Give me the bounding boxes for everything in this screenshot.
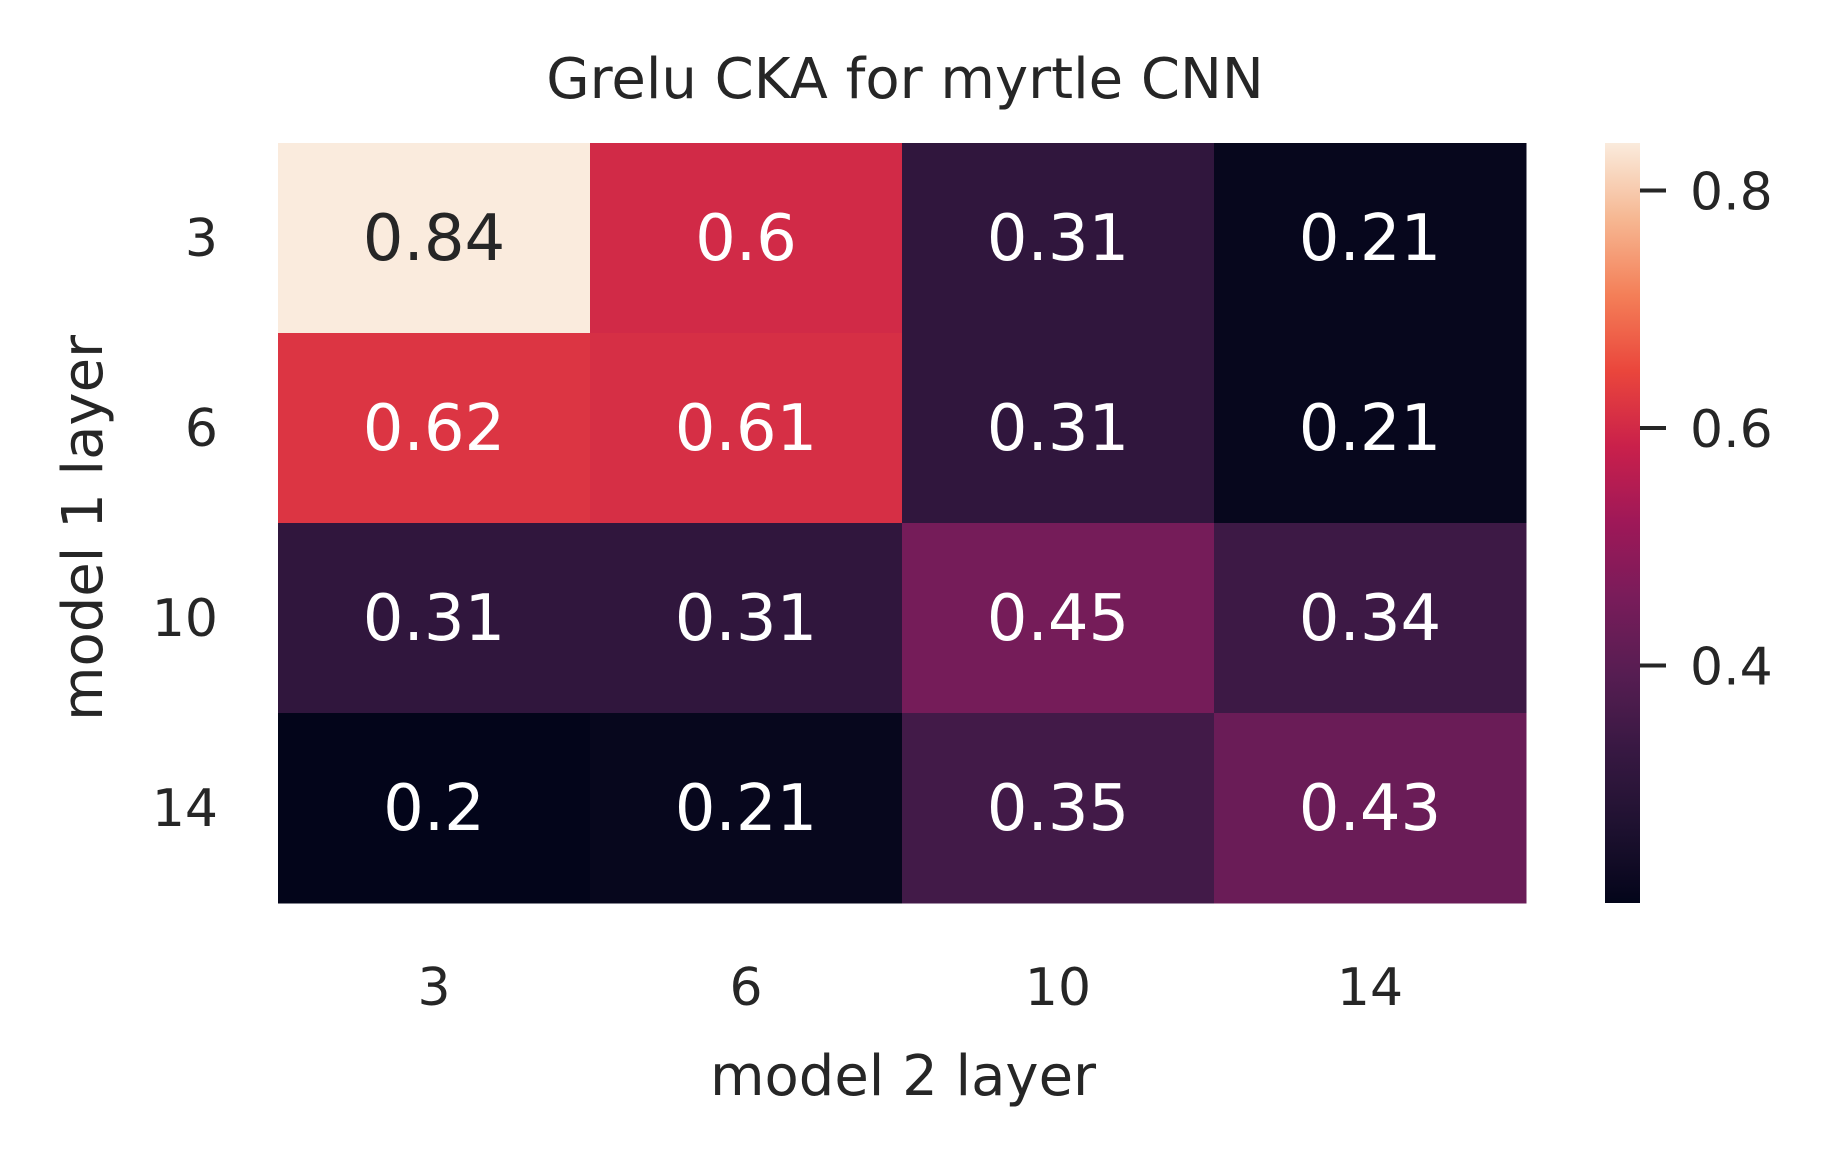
y-tick-label: 6 bbox=[185, 399, 218, 459]
heatmap-cell bbox=[902, 713, 1215, 904]
cell-annotation: 0.31 bbox=[987, 202, 1130, 276]
heatmap-cell bbox=[902, 523, 1215, 714]
cell-annotation: 0.2 bbox=[383, 772, 485, 846]
heatmap-cells bbox=[278, 143, 1527, 904]
cell-annotation: 0.21 bbox=[1299, 392, 1442, 466]
x-tick-label: 14 bbox=[1337, 958, 1403, 1018]
heatmap-cell bbox=[1214, 713, 1527, 904]
heatmap-cell bbox=[590, 333, 903, 524]
heatmap-cell bbox=[278, 143, 591, 334]
cell-annotation: 0.43 bbox=[1299, 772, 1442, 846]
cell-annotation: 0.84 bbox=[363, 202, 506, 276]
heatmap-cell bbox=[590, 523, 903, 714]
cell-annotation: 0.34 bbox=[1299, 582, 1442, 656]
heatmap-cell bbox=[902, 333, 1215, 524]
cell-annotation: 0.31 bbox=[987, 392, 1130, 466]
heatmap-cell bbox=[278, 523, 591, 714]
heatmap-cell bbox=[902, 143, 1215, 334]
y-tick-label: 3 bbox=[185, 209, 218, 269]
cell-annotation: 0.61 bbox=[675, 392, 818, 466]
x-tick-labels: 3 6 10 14 bbox=[417, 958, 1403, 1018]
cell-annotation: 0.35 bbox=[987, 772, 1130, 846]
cell-annotation: 0.21 bbox=[675, 772, 818, 846]
colorbar-ticks: 0.4 0.6 0.8 bbox=[1640, 163, 1773, 698]
colorbar-tick-label: 0.4 bbox=[1690, 638, 1773, 698]
heatmap-cell bbox=[1214, 143, 1527, 334]
colorbar-tick-label: 0.8 bbox=[1690, 163, 1773, 223]
heatmap-cell bbox=[278, 333, 591, 524]
chart-title: Grelu CKA for myrtle CNN bbox=[546, 47, 1264, 112]
x-tick-label: 10 bbox=[1025, 958, 1091, 1018]
y-tick-label: 10 bbox=[152, 589, 218, 649]
heatmap-cell bbox=[1214, 333, 1527, 524]
x-tick-label: 3 bbox=[417, 958, 450, 1018]
x-tick-label: 6 bbox=[729, 958, 762, 1018]
heatmap-cell bbox=[590, 713, 903, 904]
cell-annotation: 0.21 bbox=[1299, 202, 1442, 276]
cell-annotation: 0.45 bbox=[987, 582, 1130, 656]
colorbar-tick-label: 0.6 bbox=[1690, 400, 1773, 460]
x-axis-label: model 2 layer bbox=[710, 1044, 1097, 1109]
cell-annotation: 0.31 bbox=[363, 582, 506, 656]
heatmap-cell bbox=[1214, 523, 1527, 714]
heatmap-cell bbox=[278, 713, 591, 904]
heatmap-cell bbox=[590, 143, 903, 334]
cell-annotation: 0.6 bbox=[695, 202, 797, 276]
y-tick-label: 14 bbox=[152, 779, 218, 839]
y-tick-labels: 3 6 10 14 bbox=[152, 209, 218, 839]
cell-annotation: 0.31 bbox=[675, 582, 818, 656]
colorbar bbox=[1605, 143, 1640, 903]
cell-annotation: 0.62 bbox=[363, 392, 506, 466]
y-axis-label: model 1 layer bbox=[51, 334, 116, 721]
cell-annotations: 0.84 0.6 0.31 0.21 0.62 0.61 0.31 0.21 0.31 0.31 0… bbox=[363, 202, 1442, 846]
